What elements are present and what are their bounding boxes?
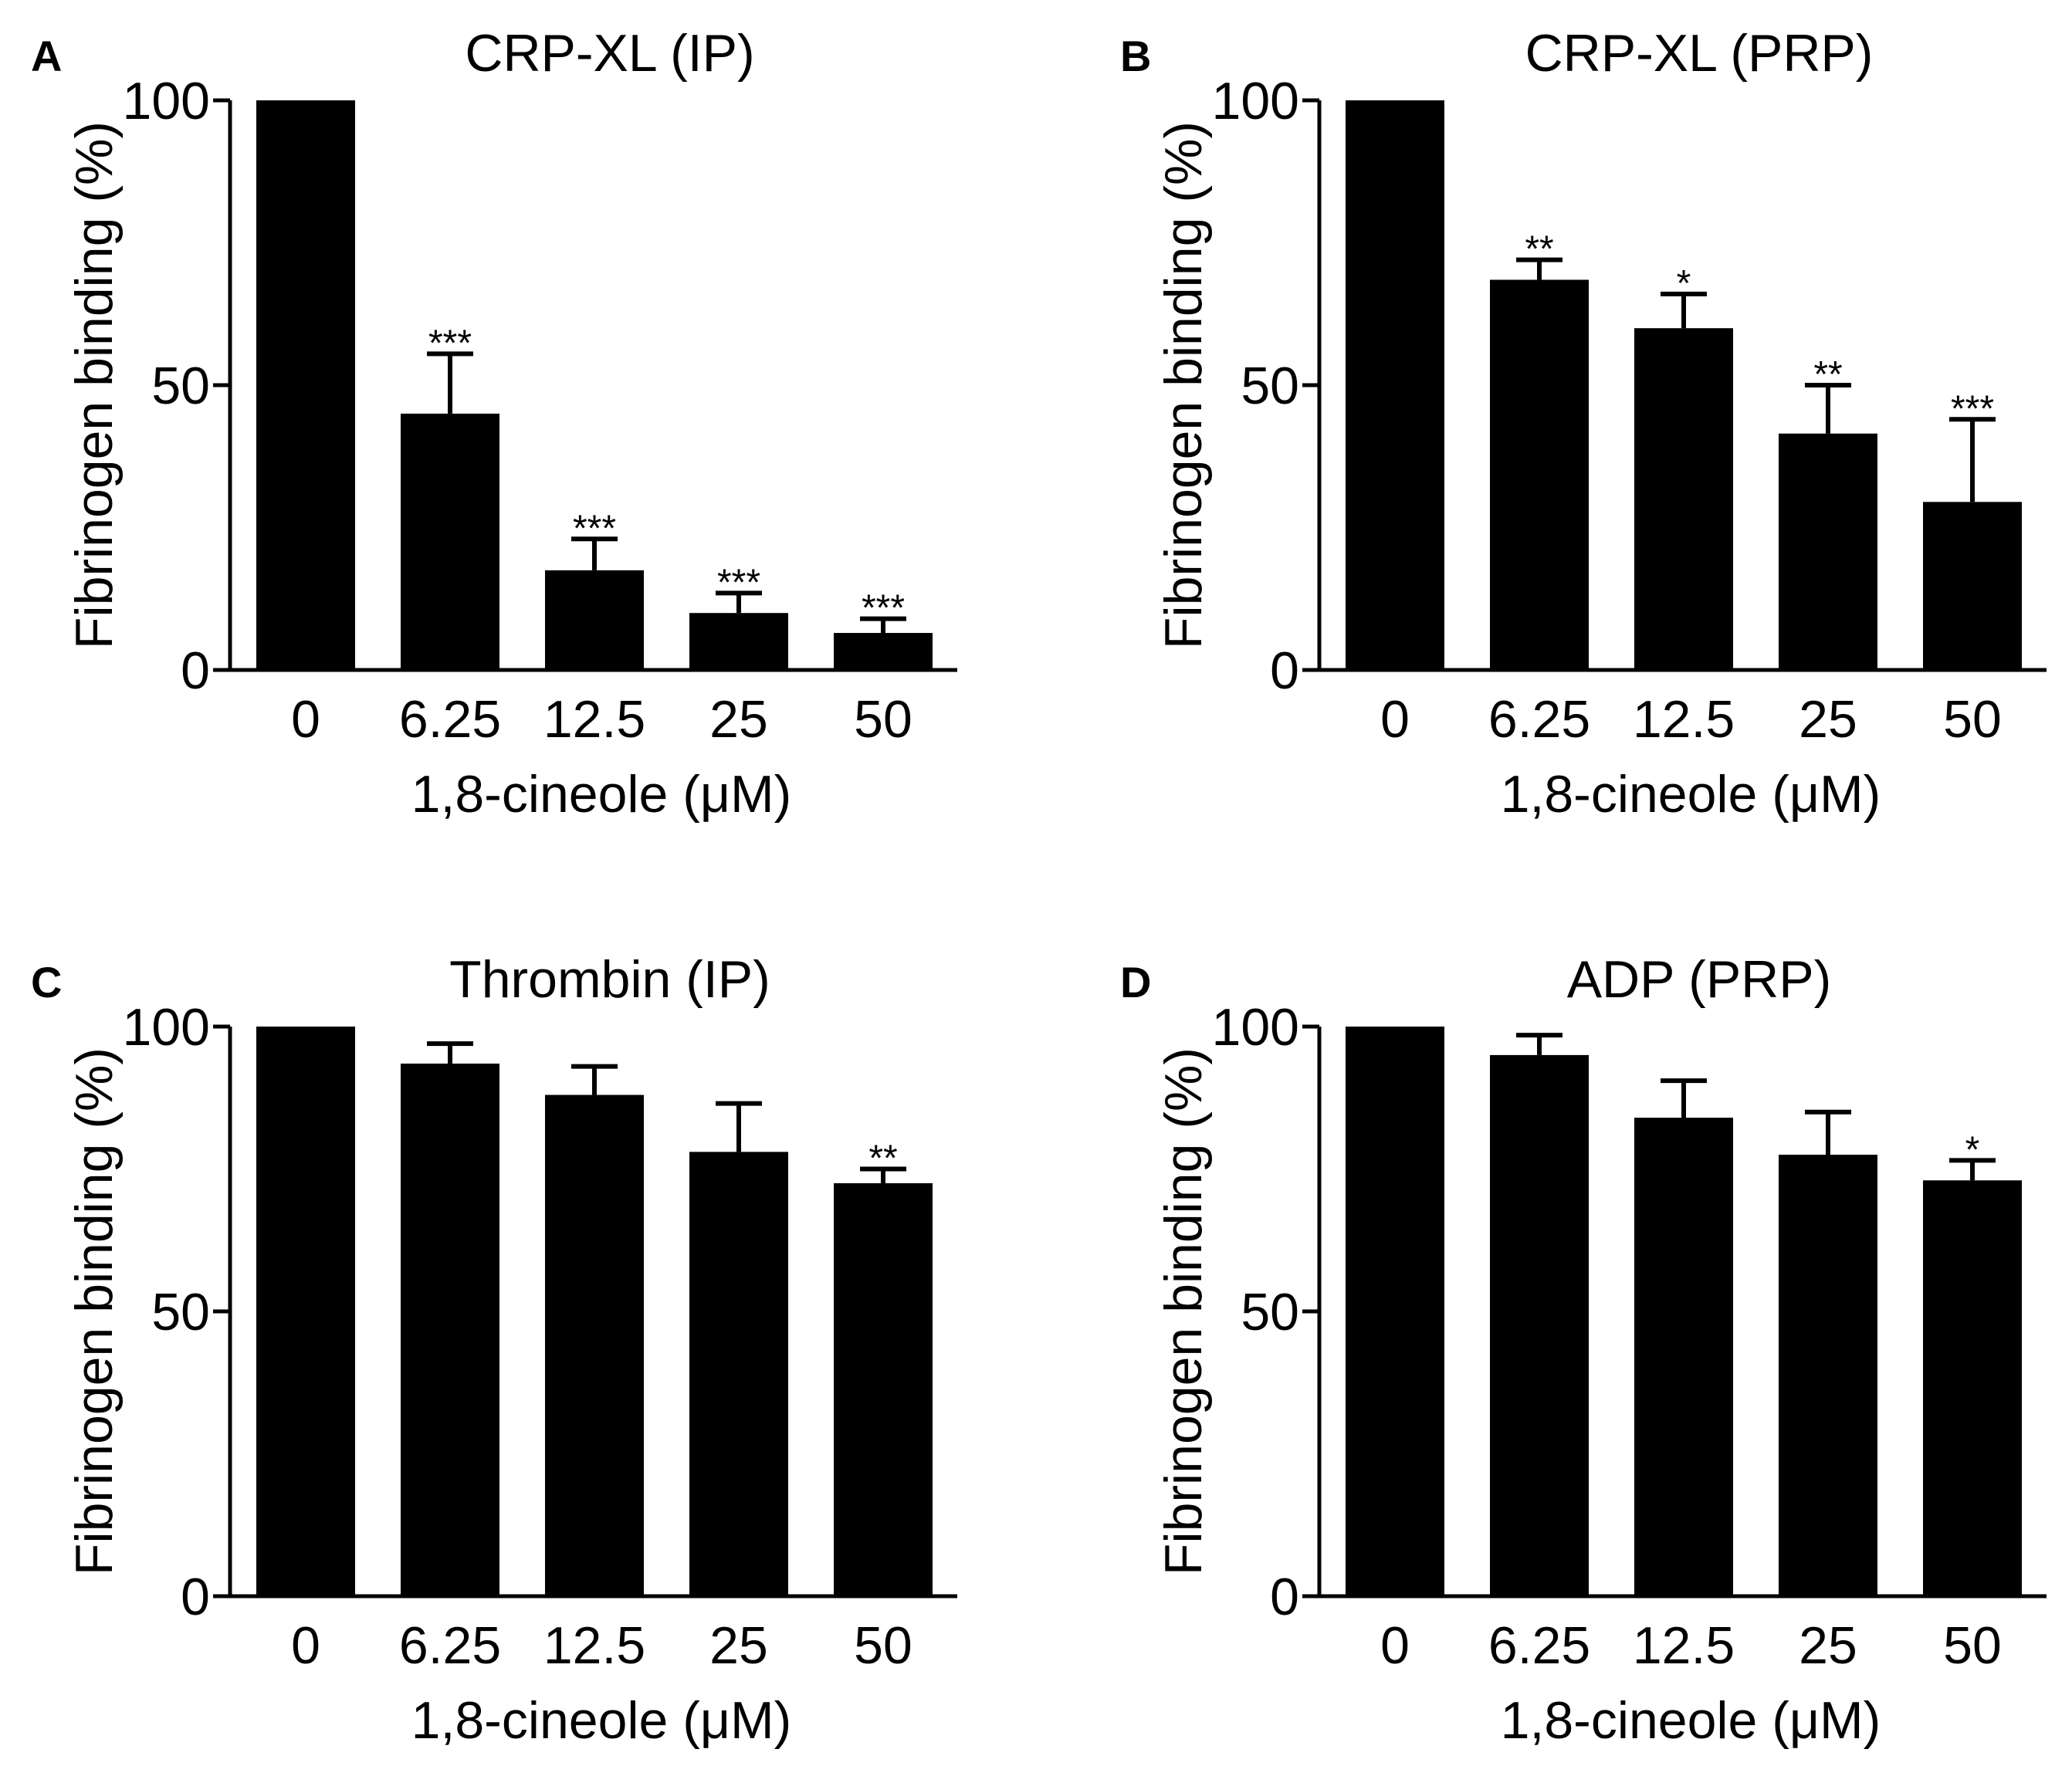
x-tick-label: 25 xyxy=(709,690,768,749)
x-tick-label: 6.25 xyxy=(1488,1616,1590,1675)
x-axis-label: 1,8-cineole (μM) xyxy=(1501,1691,1881,1750)
bar xyxy=(834,1182,933,1596)
bar xyxy=(1634,1118,1733,1596)
bar xyxy=(256,1027,355,1596)
bar xyxy=(1346,1027,1444,1596)
x-axis-label: 1,8-cineole (μM) xyxy=(1501,765,1881,824)
bar xyxy=(401,413,499,670)
significance-label: ** xyxy=(1525,229,1553,270)
panel-letter: B xyxy=(1120,32,1151,80)
y-axis-label: Fibrinogen binding (%) xyxy=(1154,121,1213,649)
x-tick-label: 50 xyxy=(854,1616,912,1675)
chart-title: Thrombin (IP) xyxy=(449,950,770,1009)
x-axis-label: 1,8-cineole (μM) xyxy=(411,765,792,824)
bar xyxy=(545,1094,644,1596)
x-tick-label: 50 xyxy=(854,690,912,749)
x-tick-label: 50 xyxy=(1943,690,2002,749)
bar xyxy=(1779,433,1877,670)
x-tick-label: 0 xyxy=(1380,1616,1410,1675)
chart-title: CRP-XL (PRP) xyxy=(1525,24,1874,83)
x-tick-label: 6.25 xyxy=(399,690,501,749)
x-tick-label: 0 xyxy=(1380,690,1410,749)
y-axis-label: Fibrinogen binding (%) xyxy=(1154,1047,1213,1575)
bar xyxy=(689,1152,788,1596)
significance-label: ** xyxy=(1813,354,1842,395)
x-tick-label: 12.5 xyxy=(543,690,645,749)
y-tick-label: 0 xyxy=(1270,1568,1299,1626)
y-tick-label: 0 xyxy=(181,1568,210,1626)
x-tick-label: 25 xyxy=(1799,1616,1857,1675)
significance-label: *** xyxy=(717,562,760,603)
bar xyxy=(1779,1155,1877,1596)
y-tick-label: 50 xyxy=(151,1283,210,1341)
x-tick-label: 0 xyxy=(291,1616,320,1675)
y-tick-label: 100 xyxy=(1212,72,1299,130)
x-tick-label: 25 xyxy=(1799,690,1857,749)
bar xyxy=(1634,328,1733,670)
bar xyxy=(256,100,355,670)
y-tick-label: 100 xyxy=(123,72,210,130)
x-tick-label: 0 xyxy=(291,690,320,749)
y-tick-label: 50 xyxy=(1241,357,1299,415)
x-tick-label: 6.25 xyxy=(1488,690,1590,749)
x-axis-label: 1,8-cineole (μM) xyxy=(411,1691,792,1750)
significance-label: *** xyxy=(573,508,616,549)
x-tick-label: 25 xyxy=(709,1616,768,1675)
y-tick-label: 50 xyxy=(1241,1283,1299,1341)
y-tick-label: 50 xyxy=(151,357,210,415)
bar xyxy=(1490,1054,1589,1596)
panel-letter: C xyxy=(31,958,62,1006)
y-tick-label: 100 xyxy=(1212,998,1299,1057)
x-tick-label: 12.5 xyxy=(1633,690,1735,749)
significance-label: *** xyxy=(862,588,905,629)
significance-label: *** xyxy=(428,323,472,364)
x-tick-label: 6.25 xyxy=(399,1616,501,1675)
x-tick-label: 12.5 xyxy=(543,1616,645,1675)
bar xyxy=(1490,279,1589,670)
x-tick-label: 50 xyxy=(1943,1616,2002,1675)
y-axis-label: Fibrinogen binding (%) xyxy=(65,121,124,649)
y-tick-label: 0 xyxy=(181,641,210,700)
bar xyxy=(1923,502,2022,670)
significance-label: ** xyxy=(868,1138,897,1179)
chart-title: ADP (PRP) xyxy=(1567,950,1832,1009)
y-tick-label: 0 xyxy=(1270,641,1299,700)
y-axis-label: Fibrinogen binding (%) xyxy=(65,1047,124,1575)
x-tick-label: 12.5 xyxy=(1633,1616,1735,1675)
bar xyxy=(834,633,933,670)
y-tick-label: 100 xyxy=(123,998,210,1057)
bar xyxy=(1923,1180,2022,1596)
significance-label: *** xyxy=(1951,388,1994,429)
bar xyxy=(1346,100,1444,670)
panel-letter: D xyxy=(1120,958,1151,1006)
significance-label: * xyxy=(1677,263,1691,304)
bar xyxy=(545,570,644,670)
bar xyxy=(689,613,788,670)
panel-letter: A xyxy=(31,32,62,80)
significance-label: * xyxy=(1965,1129,1980,1170)
bar xyxy=(401,1063,499,1596)
chart-title: CRP-XL (IP) xyxy=(465,24,754,83)
